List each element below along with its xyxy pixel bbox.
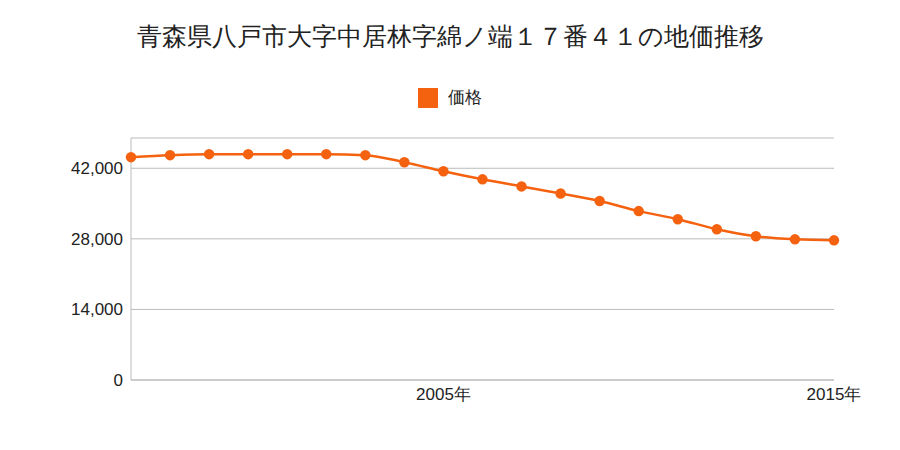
svg-text:28,000: 28,000 bbox=[71, 230, 123, 249]
svg-text:0: 0 bbox=[114, 371, 123, 390]
svg-text:2005年: 2005年 bbox=[416, 385, 471, 404]
html-text:青森県八戸市大字中居林字綿ノ端１７番４１の地価推移: 青森県八戸市大字中居林字綿ノ端１７番４１の地価推移 bbox=[136, 22, 764, 50]
svg-text:2015年: 2015年 bbox=[807, 385, 862, 404]
svg-text:14,000: 14,000 bbox=[71, 300, 123, 319]
svg-text:42,000: 42,000 bbox=[71, 159, 123, 178]
html-text:価格: 価格 bbox=[448, 88, 482, 107]
